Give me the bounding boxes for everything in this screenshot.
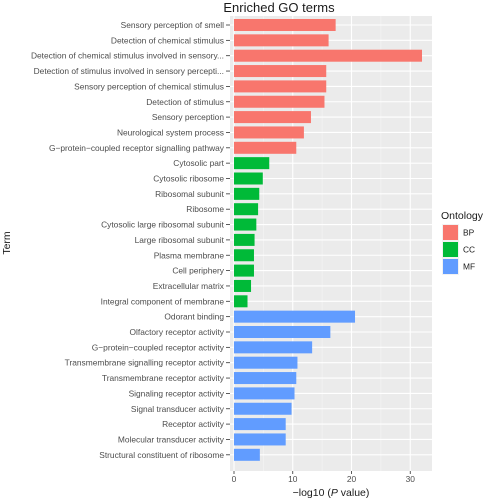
x-tick-label: 10 (288, 474, 298, 484)
bar (234, 157, 270, 170)
y-tick-label: Cytosolic part (173, 158, 224, 168)
x-axis-title-suffix: value) (338, 487, 370, 499)
bar (234, 65, 327, 78)
x-tick-labels: 0 10 20 30 (232, 471, 416, 484)
y-tick-label: Ribosomal subunit (155, 189, 225, 199)
y-tick-label: Neurological system process (117, 127, 224, 137)
bar (234, 279, 252, 292)
bar (234, 264, 254, 277)
y-tick-label: Transmembrane receptor activity (102, 373, 225, 383)
y-tick-label: Plasma membrane (154, 250, 225, 260)
x-tick-label: 30 (406, 474, 416, 484)
x-tick-label: 0 (232, 474, 237, 484)
y-tick-label: Odorant binding (164, 312, 224, 322)
bar (234, 49, 422, 62)
y-tick-label: Ribosome (186, 204, 224, 214)
y-tick-labels: Sensory perception of smell Detection of … (31, 20, 230, 460)
bar (234, 341, 313, 354)
y-tick-label: Detection of chemical stimulus (111, 35, 224, 45)
x-axis-title-prefix: −log10 ( (293, 487, 332, 499)
y-tick-label: Cytosolic ribosome (153, 174, 224, 184)
x-axis-title: −log10 (P value) (293, 487, 370, 499)
legend-key (443, 259, 458, 274)
bar (234, 172, 263, 185)
legend: Ontology BP CC MF (441, 210, 484, 275)
y-tick-label: Large ribosomal subunit (135, 235, 225, 245)
chart-title: Enriched GO terms (223, 0, 335, 15)
legend-label: CC (463, 245, 475, 255)
bar (234, 34, 329, 47)
bar (234, 310, 356, 323)
bar (234, 326, 331, 338)
y-tick-label: Detection of stimulus involved in sensor… (34, 66, 224, 76)
bar (234, 433, 286, 446)
bar (234, 187, 260, 200)
y-tick-label: Molecular transducer activity (118, 434, 225, 444)
bar (234, 448, 260, 461)
y-tick-label: Signaling receptor activity (129, 388, 225, 398)
y-tick-label: Detection of stimulus (146, 97, 224, 107)
bar (234, 218, 257, 231)
y-tick-label: Olfactory receptor activity (130, 327, 225, 337)
bar (234, 203, 259, 216)
y-tick-label: Transmembrane signalling receptor activi… (65, 358, 225, 368)
y-tick-label: Cell periphery (172, 266, 224, 276)
y-tick-label: G−protein−coupled receptor signalling pa… (49, 143, 225, 153)
bar (234, 80, 327, 93)
y-tick-label: Structural constituent of ribosome (99, 450, 224, 460)
y-tick-label: Sensory perception of chemical stimulus (74, 81, 224, 91)
y-tick-label: Integral component of membrane (101, 296, 225, 306)
y-axis-title: Term (1, 231, 13, 255)
legend-key (443, 225, 458, 240)
y-tick-label: Detection of chemical stimulus involved … (31, 51, 224, 61)
bar (234, 356, 298, 369)
x-tick-label: 20 (347, 474, 357, 484)
legend-label: MF (463, 262, 475, 272)
y-tick-label: Sensory perception (152, 112, 225, 122)
x-axis-title-italic: P (331, 487, 338, 499)
bar (234, 111, 311, 124)
y-tick-label: Sensory perception of smell (121, 20, 224, 30)
bar (234, 418, 286, 431)
y-tick-label: Cytosolic large ribosomal subunit (101, 220, 225, 230)
y-tick-label: Signal transducer activity (131, 404, 225, 414)
bar (234, 249, 254, 262)
bar (234, 387, 295, 400)
bar (234, 233, 255, 246)
legend-label: BP (463, 228, 475, 238)
bar (234, 19, 336, 31)
bar (234, 126, 304, 139)
y-tick-label: Extracellular matrix (153, 281, 225, 291)
legend-title: Ontology (441, 210, 484, 222)
bar (234, 372, 297, 385)
y-tick-label: G−protein−coupled receptor activity (92, 342, 225, 352)
bar (234, 95, 325, 108)
bar (234, 141, 297, 154)
bars (234, 19, 422, 461)
y-tick-label: Receptor activity (162, 419, 225, 429)
bar (234, 295, 248, 308)
legend-key (443, 242, 458, 257)
bar (234, 402, 292, 415)
